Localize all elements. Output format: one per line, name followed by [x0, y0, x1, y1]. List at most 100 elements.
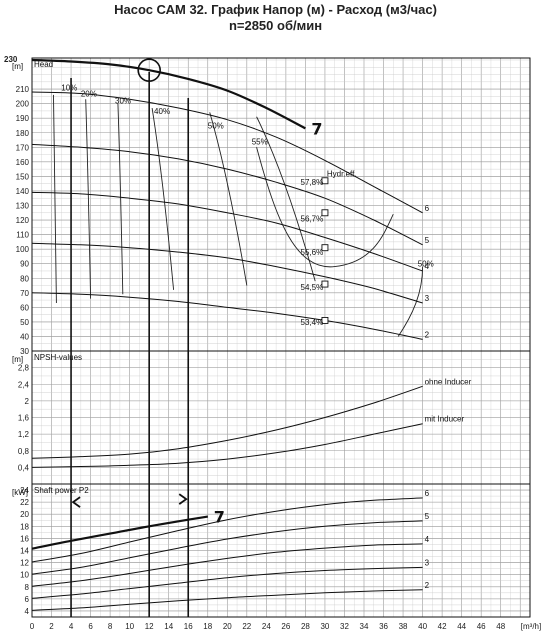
x-tick-label: 24 [262, 622, 271, 631]
efficiency-label: 53,4% [301, 318, 324, 327]
efficiency-isoline [117, 103, 124, 295]
npsh-series-label: ohne Inducer [425, 377, 472, 386]
efficiency-marker [321, 244, 329, 252]
efficiency-label: 50% [208, 121, 224, 130]
x-tick-label: 30 [320, 622, 329, 631]
x-tick-label: 8 [108, 622, 113, 631]
x-tick-label: 20 [223, 622, 232, 631]
power-panel-frame [31, 483, 531, 618]
power-y-tick-label: 24 [20, 486, 29, 495]
power-y-tick-label: 12 [20, 559, 29, 568]
x-tick-label: 2 [49, 622, 54, 631]
head-series-3 [31, 242, 423, 304]
head-y-tick-label: 200 [16, 100, 30, 109]
efficiency-marker [321, 209, 329, 217]
efficiency-isoline-55 [256, 147, 394, 268]
x-tick-label: 44 [457, 622, 466, 631]
efficiency-isoline-50 [397, 266, 424, 337]
npsh-name-label: NPSH-values [34, 353, 82, 362]
power-series-label: 4 [425, 535, 430, 544]
x-tick-label: 4 [69, 622, 74, 631]
x-tick-label: 40 [418, 622, 427, 631]
head-handwritten-label-7: 7 [311, 119, 322, 138]
head-unit-label: [m] [12, 62, 23, 71]
head-series-2 [31, 292, 423, 340]
power-y-tick-label: 6 [25, 595, 30, 604]
efficiency-marker [321, 280, 329, 288]
head-series-6 [31, 91, 423, 214]
head-series-label: 6 [425, 204, 430, 213]
efficiency-label: 55% [252, 137, 268, 146]
power-series-label: 5 [425, 512, 430, 521]
x-tick-label: 28 [301, 622, 310, 631]
head-y-tick-label: 140 [16, 187, 30, 196]
x-tick-label: 18 [203, 622, 212, 631]
head-y-tick-label: 160 [16, 158, 30, 167]
x-tick-label: 6 [88, 622, 93, 631]
head-y-tick-label: 170 [16, 143, 30, 152]
power-y-tick-label: 14 [20, 547, 29, 556]
x-tick-label: 22 [242, 622, 251, 631]
power-y-tick-label: 18 [20, 522, 29, 531]
efficiency-label: 57,8% [301, 178, 324, 187]
x-tick-label: 26 [281, 622, 290, 631]
x-tick-label: 34 [360, 622, 369, 631]
npsh-y-tick-label: 0,4 [18, 463, 30, 472]
arrow-right-icon [178, 493, 188, 505]
power-y-tick-label: 8 [25, 583, 30, 592]
npsh-series-ohne-inducer [31, 385, 423, 459]
x-tick-label: 10 [125, 622, 134, 631]
head-y-tick-label: 80 [20, 274, 29, 283]
npsh-y-tick-label: 0,8 [18, 447, 30, 456]
chart-subtitle: n=2850 об/мин [228, 18, 323, 33]
head-y-tick-label: 130 [16, 202, 30, 211]
power-name-label: Shaft power P2 [34, 486, 89, 495]
head-y-tick-label: 180 [16, 129, 30, 138]
head-series-label: 3 [425, 294, 430, 303]
arrow-left-icon [71, 496, 81, 508]
x-tick-label: 0 [30, 622, 35, 631]
efficiency-label: 10% [61, 84, 77, 93]
head-panel-frame [31, 57, 531, 352]
power-series-label: 3 [425, 558, 430, 567]
head-series-5 [31, 143, 423, 246]
head-series-label: 5 [425, 236, 430, 245]
head-name-label: Head [34, 60, 53, 69]
power-y-tick-label: 22 [20, 498, 29, 507]
power-series-6 [31, 497, 423, 563]
head-y-tick-label: 40 [20, 332, 29, 341]
efficiency-label: 40% [154, 107, 170, 116]
head-series-7 [31, 58, 306, 130]
head-top-mark: 230 [4, 55, 18, 64]
x-tick-label: 42 [438, 622, 447, 631]
efficiency-marker [321, 316, 329, 324]
npsh-series-label: mit Inducer [425, 415, 465, 424]
power-series-label: 2 [425, 581, 430, 590]
head-y-tick-label: 100 [16, 245, 30, 254]
power-series-3 [31, 566, 423, 599]
npsh-series-mit-inducer [31, 423, 423, 468]
x-tick-label: 48 [496, 622, 505, 631]
x-tick-label: 38 [399, 622, 408, 631]
efficiency-isoline [53, 94, 57, 303]
curves [31, 58, 424, 617]
head-y-tick-label: 90 [20, 260, 29, 269]
power-y-tick-label: 16 [20, 534, 29, 543]
head-y-tick-label: 30 [20, 347, 29, 356]
efficiency-isoline [85, 99, 92, 299]
power-series-7 [31, 515, 208, 550]
npsh-y-tick-label: 2 [25, 397, 30, 406]
chart-title: Насос САМ 32. График Напор (м) - Расход … [114, 2, 437, 17]
power-series-4 [31, 543, 423, 587]
x-tick-label: 36 [379, 622, 388, 631]
power-unit-label: [kW] [12, 488, 28, 497]
x-tick-label: 46 [477, 622, 486, 631]
efficiency-label: 55,6% [301, 248, 324, 257]
head-series-label: 4 [425, 262, 430, 271]
efficiency-label: 54,5% [301, 283, 324, 292]
efficiency-isoline [209, 112, 248, 286]
efficiency-isoline [151, 107, 175, 290]
panel-frames [31, 57, 531, 618]
efficiency-label: 56,7% [301, 215, 324, 224]
efficiency-label: 50% [418, 260, 434, 269]
